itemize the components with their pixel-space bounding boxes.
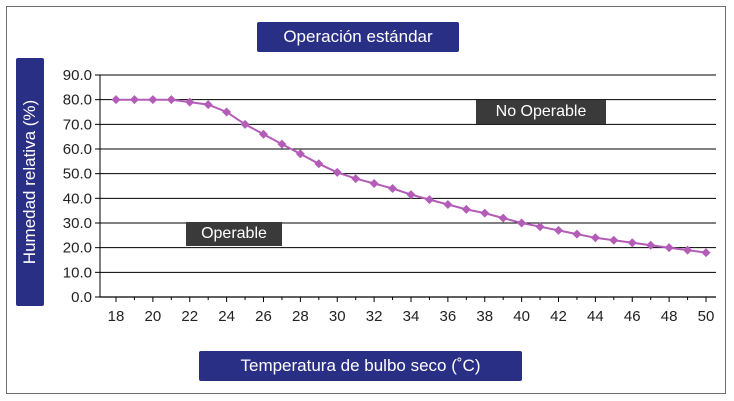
data-point-marker: [572, 229, 582, 239]
chart-title: Operación estándar: [257, 22, 459, 52]
data-point-marker: [554, 225, 563, 235]
data-point-marker: [406, 190, 416, 200]
x-tick-label: 18: [108, 308, 125, 325]
data-point-marker: [166, 95, 176, 105]
data-point-marker: [388, 183, 398, 193]
data-point-marker: [111, 95, 121, 105]
annotation-operable: Operable: [186, 222, 282, 246]
y-tick-label: 10.0: [63, 264, 92, 281]
data-series: [111, 95, 711, 258]
y-tick-label: 60.0: [63, 141, 92, 158]
data-point-marker: [185, 97, 195, 107]
y-tick-label: 40.0: [63, 190, 92, 207]
y-tick-label: 20.0: [63, 240, 92, 257]
x-tick-label: 24: [218, 308, 235, 325]
y-tick-label: 80.0: [63, 92, 92, 109]
x-tick-label: 32: [366, 308, 383, 325]
x-tick-label: 50: [698, 308, 715, 325]
annotation-no-operable: No Operable: [476, 100, 606, 124]
y-tick-label: 30.0: [63, 215, 92, 232]
y-tick-label: 70.0: [63, 116, 92, 133]
x-tick-label: 48: [661, 308, 678, 325]
data-point-marker: [461, 204, 471, 214]
data-point-marker: [443, 200, 453, 209]
data-point-marker: [129, 95, 139, 105]
data-point-marker: [517, 218, 527, 228]
x-tick-label: 38: [476, 308, 493, 325]
data-point-marker: [627, 238, 637, 248]
chart-frame: [6, 6, 726, 394]
x-tick-label: 44: [587, 308, 604, 325]
x-tick-label: 36: [440, 308, 457, 325]
data-point-marker: [259, 129, 268, 139]
x-tick-label: 46: [624, 308, 641, 325]
x-tick-label: 34: [403, 308, 420, 325]
data-point-marker: [535, 222, 545, 232]
data-point-marker: [683, 245, 693, 255]
data-point-marker: [148, 95, 158, 105]
data-point-marker: [646, 240, 656, 250]
y-axis-label-box: Humedad relativa (%): [16, 58, 44, 306]
data-point-marker: [369, 179, 379, 189]
data-point-marker: [240, 119, 250, 129]
data-point-marker: [314, 159, 324, 169]
data-point-marker: [351, 174, 361, 184]
data-point-marker: [609, 235, 619, 245]
y-tick-label: 0.0: [71, 289, 92, 306]
data-point-marker: [590, 233, 600, 243]
y-tick-label: 90.0: [63, 67, 92, 84]
data-point-marker: [277, 139, 287, 149]
data-point-marker: [222, 107, 232, 117]
x-axis-label: Temperatura de bulbo seco (˚C): [199, 351, 522, 381]
x-tick-label: 42: [550, 308, 567, 325]
x-tick-label: 20: [145, 308, 162, 325]
data-point-marker: [332, 167, 342, 177]
data-point-marker: [480, 208, 490, 218]
x-tick-label: 22: [181, 308, 198, 325]
data-point-marker: [295, 149, 305, 159]
x-tick-label: 40: [513, 308, 530, 325]
x-tick-label: 30: [329, 308, 346, 325]
grid-lines: [95, 74, 716, 302]
data-point-marker: [701, 248, 711, 258]
data-point-marker: [498, 213, 508, 223]
data-point-marker: [424, 195, 434, 205]
data-point-marker: [664, 243, 674, 253]
x-tick-label: 26: [255, 308, 272, 325]
y-axis-label: Humedad relativa (%): [20, 99, 39, 265]
data-point-marker: [203, 100, 213, 110]
x-tick-label: 28: [292, 308, 309, 325]
tick-labels: 0.0 10.0 20.0 30.0 40.0 50.0 60.0 70.0 80.0 90.0 1…: [63, 67, 715, 325]
y-tick-label: 50.0: [63, 166, 92, 183]
